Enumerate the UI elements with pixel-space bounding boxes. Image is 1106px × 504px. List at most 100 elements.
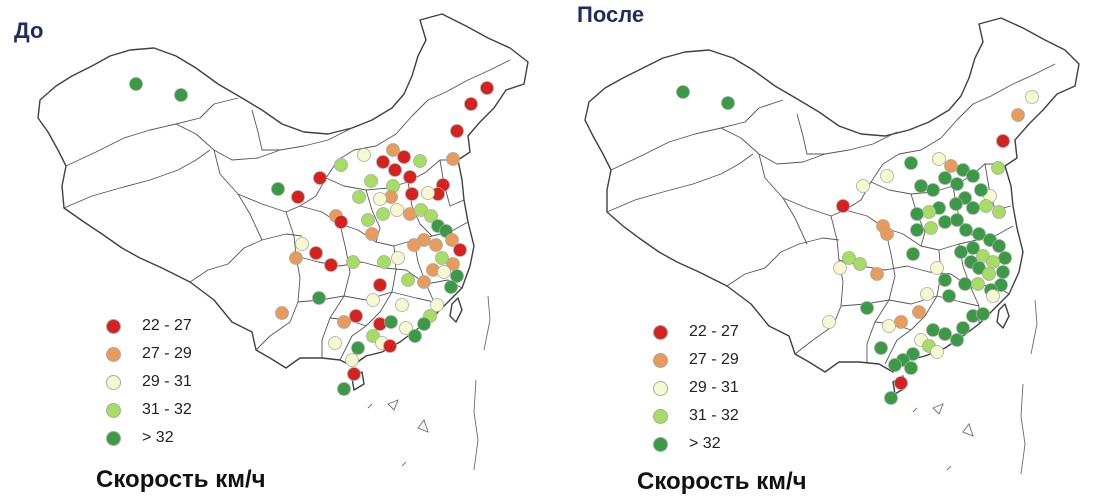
city-dot (407, 238, 421, 252)
city-dot (403, 170, 417, 184)
city-dot (966, 169, 980, 183)
city-dot (337, 382, 351, 396)
legend-label: 31 - 32 (142, 401, 192, 418)
city-dot (386, 143, 400, 157)
legend-label: 27 - 29 (142, 345, 192, 362)
city-dot (289, 251, 303, 265)
city-dot (894, 315, 908, 329)
city-dot (312, 291, 326, 305)
city-dot (435, 251, 449, 265)
legend-item: 31 - 32 (653, 402, 739, 430)
city-dot (450, 269, 464, 283)
city-dot (950, 177, 964, 191)
legend-label: 27 - 29 (689, 351, 739, 368)
city-dot (920, 287, 934, 301)
city-dot (856, 179, 870, 193)
city-dot (413, 154, 427, 168)
city-dot (347, 367, 361, 381)
city-dot (1011, 108, 1025, 122)
city-dot (986, 289, 1000, 303)
city-dot (444, 280, 458, 294)
legend-item: 22 - 27 (106, 312, 192, 340)
city-dot (910, 207, 924, 221)
legend-swatch (106, 430, 121, 446)
city-dot (996, 134, 1010, 148)
city-dot (352, 190, 366, 204)
city-dot (996, 265, 1010, 279)
city-dot (974, 183, 988, 197)
city-dot (676, 85, 690, 99)
city-dot (888, 358, 902, 372)
legend-swatch (653, 324, 668, 340)
legend-swatch (653, 408, 668, 424)
city-dot (445, 233, 459, 247)
legend-swatch (653, 436, 668, 452)
legend-before: 22 - 27 27 - 29 29 - 31 31 - 32 > 32 (106, 312, 192, 452)
city-dot (366, 293, 380, 307)
city-dot (956, 321, 970, 335)
city-dot (376, 155, 390, 169)
city-dot (401, 273, 415, 287)
city-dot (408, 329, 422, 343)
coastline-islands (367, 295, 491, 471)
city-dot (986, 255, 1000, 269)
legend-swatch (106, 318, 121, 334)
city-dot (938, 171, 952, 185)
city-dot (884, 391, 898, 405)
city-dot (397, 150, 411, 164)
city-dot (910, 223, 924, 237)
legend-item: 29 - 31 (106, 368, 192, 396)
legend-label: 22 - 27 (142, 317, 192, 334)
city-dot (938, 327, 952, 341)
city-dot (950, 333, 964, 347)
city-dot (309, 246, 323, 260)
map-caption-before: Скорость км/ч (96, 466, 266, 493)
legend-item: > 32 (106, 424, 192, 452)
city-dot (395, 298, 409, 312)
city-dot (958, 277, 972, 291)
china-map-before (37, 13, 529, 471)
legend-swatch (106, 374, 121, 390)
city-dot (295, 237, 309, 251)
city-dot (938, 273, 952, 287)
city-dot (972, 227, 986, 241)
city-dot (930, 261, 944, 275)
legend-label: 29 - 31 (689, 379, 739, 396)
city-dot (376, 207, 390, 221)
city-dot (334, 158, 348, 172)
city-dot (822, 315, 836, 329)
city-dot (914, 179, 928, 193)
city-dot (880, 169, 894, 183)
city-dot (942, 289, 956, 303)
legend-item: 22 - 27 (653, 318, 739, 346)
city-dot (399, 321, 413, 335)
city-dot (328, 336, 342, 350)
city-dot (453, 243, 467, 257)
city-dot (1025, 90, 1039, 104)
legend-item: 31 - 32 (106, 396, 192, 424)
city-dot (388, 163, 402, 177)
city-dot (450, 124, 464, 138)
city-dot (424, 209, 438, 223)
city-dot (373, 192, 387, 206)
city-dot (882, 319, 896, 333)
legend-item: 27 - 29 (106, 340, 192, 368)
city-dot (464, 97, 478, 111)
city-dot (922, 205, 936, 219)
legend-label: 29 - 31 (142, 373, 192, 390)
city-dot (926, 323, 940, 337)
legend-label: > 32 (142, 429, 174, 446)
legend-label: > 32 (689, 435, 721, 452)
map-caption-after: Скорость км/ч (637, 468, 807, 495)
city-dot (480, 81, 494, 95)
panel-title-after: После (577, 2, 645, 27)
city-dot (129, 77, 143, 91)
city-dot (880, 227, 894, 241)
legend-item: > 32 (653, 430, 739, 458)
city-dot (860, 301, 874, 315)
city-dot (949, 197, 963, 211)
legend-swatch (653, 380, 668, 396)
city-dot (373, 278, 387, 292)
city-dot (346, 255, 360, 269)
city-dot (417, 317, 431, 331)
